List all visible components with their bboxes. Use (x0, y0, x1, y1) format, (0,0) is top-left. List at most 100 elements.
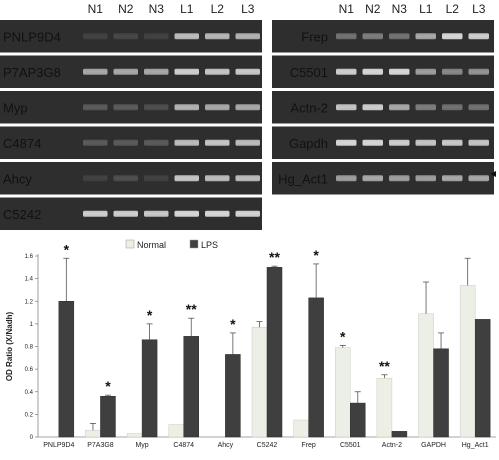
y-tick-label: 1 (30, 322, 34, 328)
gene-label-ahcy: Ahcy (3, 171, 32, 186)
gel-band-glow (442, 68, 463, 75)
bar-lps-actn-2 (391, 431, 408, 438)
gel-band-glow (362, 139, 383, 146)
gel-band-glow (235, 139, 260, 146)
gel-band-glow (235, 175, 260, 182)
gel-band-glow (442, 104, 463, 111)
gel-band-glow (174, 139, 199, 146)
gel-band-glow (336, 33, 357, 40)
gel-band-glow (415, 68, 436, 75)
gel-band-glow (468, 139, 489, 146)
gel-band-glow (336, 139, 357, 146)
lane-header-n1: N1 (339, 2, 355, 16)
lane-header-l1: L1 (419, 2, 433, 16)
gel-band-glow (205, 33, 230, 40)
lane-header-l2: L2 (211, 2, 225, 16)
y-tick-label: 0.2 (25, 412, 34, 418)
gel-band-glow (144, 175, 169, 181)
bar-lps-hg_act1 (474, 319, 491, 438)
gel-band-glow (468, 68, 489, 75)
gel-band-glow (174, 210, 199, 217)
y-tick-label: 0 (30, 435, 34, 441)
gel-band-glow (144, 210, 169, 217)
category-label-pnlp9d4: PNLP9D4 (43, 442, 74, 449)
gel-band-glow (205, 175, 230, 182)
bar-lps-myp (141, 339, 158, 438)
gel-band-glow (442, 175, 463, 182)
lane-header-l3: L3 (472, 2, 486, 16)
bar-lps-c5242 (266, 267, 283, 438)
y-tick-label: 1.4 (25, 277, 34, 283)
gel-band-glow (205, 210, 230, 217)
lane-header-n2: N2 (365, 2, 381, 16)
category-label-frep: Frep (301, 442, 316, 449)
gel-band-glow (389, 175, 410, 182)
gene-label-gapdh: Gapdh (289, 136, 328, 151)
gene-label-actn-2: Actn-2 (290, 100, 328, 115)
bar-lps-c5501 (350, 402, 366, 438)
gel-band-glow (235, 68, 260, 75)
significance-marker: ** (186, 301, 197, 317)
gel-band-glow (83, 68, 108, 75)
bar-normal-actn-2 (376, 377, 393, 438)
lane-header-l2: L2 (446, 2, 460, 16)
gel-band-glow (83, 33, 108, 39)
bar-normal-frep (293, 419, 309, 438)
gel-band-glow (389, 139, 410, 146)
gene-label-hg_act1: Hg_Act1 (278, 171, 328, 186)
category-label-c5242: C5242 (257, 442, 278, 449)
lane-header-n1: N1 (88, 2, 104, 16)
gel-band-glow (235, 104, 260, 111)
gel-band-glow (113, 104, 138, 111)
gel-band-glow (468, 104, 489, 111)
significance-marker: * (105, 378, 111, 394)
lane-header-l3: L3 (241, 2, 255, 16)
lane-header-l1: L1 (180, 2, 194, 16)
gel-band-glow (205, 139, 230, 146)
gel-band (144, 33, 169, 40)
category-label-p7a3g8: P7A3G8 (87, 442, 114, 449)
bar-lps-c4874 (183, 336, 199, 438)
gel-band-glow (468, 175, 489, 182)
gene-label-c5242: C5242 (3, 207, 41, 222)
gel-band (144, 175, 169, 182)
gel-band-glow (415, 104, 436, 111)
gel-band-glow (442, 139, 463, 146)
gel-band-glow (174, 68, 199, 75)
gel-band-glow (362, 175, 383, 182)
significance-marker: * (313, 247, 319, 263)
gene-label-c4874: C4874 (3, 136, 41, 151)
category-label-c5501: C5501 (340, 442, 361, 449)
gel-band-glow (144, 33, 169, 39)
gel-band-glow (468, 33, 489, 40)
y-axis-label: OD Ratio (X/Nadh) (5, 312, 14, 382)
gel-band-glow (83, 139, 108, 146)
gel-band (83, 33, 108, 40)
bar-lps-gapdh (433, 348, 449, 438)
gel-band-glow (83, 210, 108, 217)
gel-band-glow (113, 68, 138, 75)
gel-band-glow (83, 104, 108, 111)
category-label-myp: Myp (135, 442, 148, 449)
significance-marker: * (64, 241, 70, 257)
gel-band-glow (415, 175, 436, 182)
gel-band-glow (113, 210, 138, 217)
category-label-gapdh: GAPDH (421, 442, 446, 449)
lane-header-n3: N3 (149, 2, 165, 16)
category-label-actn-2: Actn-2 (382, 442, 402, 449)
legend-label-normal: Normal (137, 240, 166, 250)
gel-band-glow (113, 33, 138, 40)
bar-normal-c5242 (251, 327, 268, 438)
bar-normal-p7a3g8 (85, 429, 101, 438)
bar-normal-gapdh (418, 313, 434, 438)
gel-band-glow (336, 104, 357, 111)
gel-band-glow (113, 139, 138, 146)
legend-swatch-lps (189, 239, 199, 249)
arrowhead-icon (490, 171, 496, 177)
gel-band-glow (336, 68, 357, 75)
gel-band-glow (205, 68, 230, 75)
gel-band-glow (144, 139, 169, 146)
gel-band-glow (415, 33, 436, 40)
y-tick-label: 1.2 (25, 299, 34, 305)
y-tick-label: 0.6 (25, 367, 34, 373)
